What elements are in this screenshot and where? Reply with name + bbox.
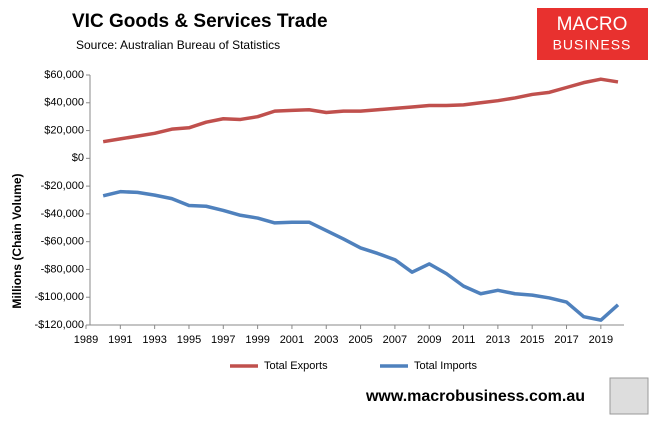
y-tick-label: -$80,000 bbox=[41, 263, 84, 275]
x-tick-label: 2015 bbox=[520, 334, 544, 346]
logo-box bbox=[537, 8, 648, 60]
y-tick-label: -$60,000 bbox=[41, 236, 84, 248]
logo-text: MACRO bbox=[557, 14, 628, 35]
x-tick-label: 1991 bbox=[108, 334, 132, 346]
x-tick-label: 2013 bbox=[486, 334, 510, 346]
y-tick-label: $20,000 bbox=[44, 124, 84, 136]
y-tick-label: $60,000 bbox=[44, 69, 84, 81]
legend-label: Total Exports bbox=[264, 360, 328, 372]
x-tick-label: 1993 bbox=[142, 334, 166, 346]
chart-title: VIC Goods & Services Trade bbox=[72, 11, 328, 32]
y-tick-label: -$20,000 bbox=[41, 180, 84, 192]
series-line bbox=[102, 189, 620, 322]
x-tick-label: 2007 bbox=[383, 334, 407, 346]
x-tick-label: 2019 bbox=[589, 334, 613, 346]
x-tick-label: 2001 bbox=[280, 334, 304, 346]
wolf-icon bbox=[609, 377, 649, 415]
y-axis-label: Millions (Chain Volume) bbox=[10, 173, 24, 308]
y-tick-label: $0 bbox=[72, 152, 84, 164]
y-tick-label: -$100,000 bbox=[34, 291, 84, 303]
y-tick-label: -$40,000 bbox=[41, 208, 84, 220]
x-tick-label: 1999 bbox=[245, 334, 269, 346]
chart-subtitle: Source: Australian Bureau of Statistics bbox=[76, 38, 280, 52]
x-tick-label: 1989 bbox=[74, 334, 98, 346]
logo-text: BUSINESS bbox=[553, 37, 632, 53]
y-tick-label: -$120,000 bbox=[34, 319, 84, 331]
x-tick-label: 2011 bbox=[452, 334, 476, 346]
x-tick-label: 2017 bbox=[554, 334, 578, 346]
x-tick-label: 2003 bbox=[314, 334, 338, 346]
x-tick-label: 2005 bbox=[348, 334, 372, 346]
x-tick-label: 1995 bbox=[177, 334, 201, 346]
y-tick-label: $40,000 bbox=[44, 97, 84, 109]
x-tick-label: 2009 bbox=[417, 334, 441, 346]
website: www.macrobusiness.com.au bbox=[365, 388, 585, 405]
x-tick-label: 1997 bbox=[211, 334, 235, 346]
series-line bbox=[102, 77, 619, 144]
legend-label: Total Imports bbox=[414, 360, 477, 372]
